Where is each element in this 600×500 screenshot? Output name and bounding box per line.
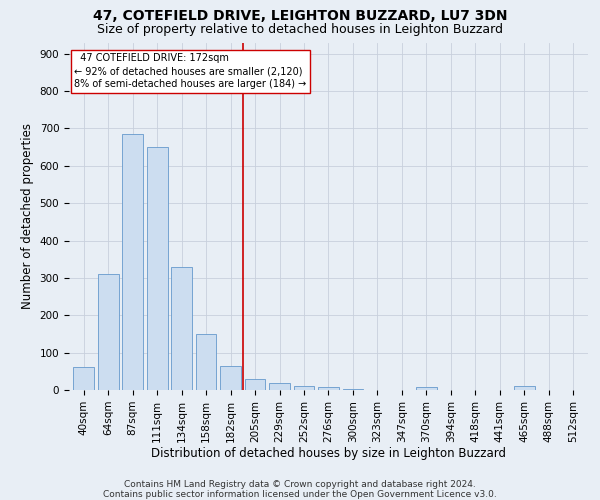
Text: Contains HM Land Registry data © Crown copyright and database right 2024.
Contai: Contains HM Land Registry data © Crown c… bbox=[103, 480, 497, 499]
Text: 47, COTEFIELD DRIVE, LEIGHTON BUZZARD, LU7 3DN: 47, COTEFIELD DRIVE, LEIGHTON BUZZARD, L… bbox=[93, 9, 507, 23]
Bar bbox=[147, 147, 167, 390]
Y-axis label: Number of detached properties: Number of detached properties bbox=[21, 123, 34, 309]
Bar bbox=[245, 379, 265, 390]
Bar bbox=[318, 387, 339, 390]
Bar bbox=[98, 274, 119, 390]
Bar bbox=[171, 266, 192, 390]
Bar bbox=[73, 367, 94, 390]
Bar bbox=[293, 386, 314, 390]
X-axis label: Distribution of detached houses by size in Leighton Buzzard: Distribution of detached houses by size … bbox=[151, 448, 506, 460]
Bar bbox=[416, 387, 437, 390]
Text: Size of property relative to detached houses in Leighton Buzzard: Size of property relative to detached ho… bbox=[97, 22, 503, 36]
Bar bbox=[269, 384, 290, 390]
Bar bbox=[122, 134, 143, 390]
Bar bbox=[220, 366, 241, 390]
Text: 47 COTEFIELD DRIVE: 172sqm
← 92% of detached houses are smaller (2,120)
8% of se: 47 COTEFIELD DRIVE: 172sqm ← 92% of deta… bbox=[74, 53, 307, 90]
Bar bbox=[196, 334, 217, 390]
Bar bbox=[514, 386, 535, 390]
